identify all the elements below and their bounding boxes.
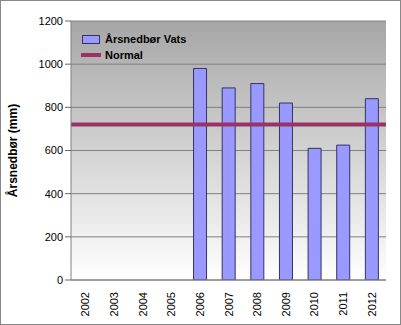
svg-text:2008: 2008 bbox=[251, 292, 263, 316]
svg-text:2003: 2003 bbox=[108, 292, 120, 316]
svg-text:0: 0 bbox=[57, 274, 63, 286]
svg-text:1000: 1000 bbox=[39, 58, 63, 70]
svg-text:2004: 2004 bbox=[137, 292, 149, 316]
svg-text:400: 400 bbox=[45, 188, 63, 200]
svg-text:800: 800 bbox=[45, 101, 63, 113]
svg-text:2012: 2012 bbox=[366, 292, 378, 316]
svg-text:200: 200 bbox=[45, 231, 63, 243]
html-text:Normal: Normal bbox=[105, 49, 143, 61]
svg-text:2007: 2007 bbox=[223, 292, 235, 316]
svg-text:2010: 2010 bbox=[308, 292, 320, 316]
svg-text:1200: 1200 bbox=[39, 15, 63, 27]
svg-text:2006: 2006 bbox=[194, 292, 206, 316]
svg-text:2011: 2011 bbox=[337, 292, 349, 316]
svg-text:Årsnedbør (mm): Årsnedbør (mm) bbox=[8, 104, 20, 197]
svg-text:2005: 2005 bbox=[165, 292, 177, 316]
svg-text:2009: 2009 bbox=[280, 292, 292, 316]
svg-text:600: 600 bbox=[45, 144, 63, 156]
svg-text:2002: 2002 bbox=[79, 292, 91, 316]
html-text:Årsnedbør Vats: Årsnedbør Vats bbox=[105, 33, 187, 45]
